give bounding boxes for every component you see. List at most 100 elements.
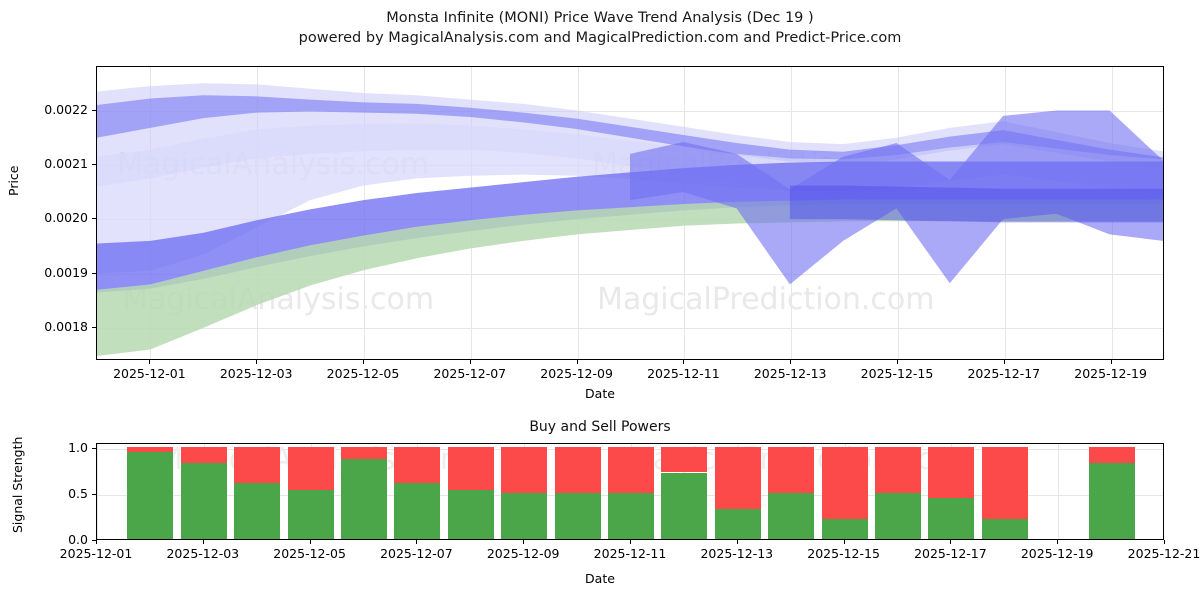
gridline: [97, 273, 1163, 275]
power-chart-title: Buy and Sell Powers: [529, 419, 671, 435]
price-wave-bands: [97, 83, 1163, 357]
power-bar[interactable]: [127, 446, 174, 539]
power-bar[interactable]: [447, 446, 494, 539]
power-bar[interactable]: [928, 446, 975, 539]
y-tick-label: 1.0: [68, 439, 88, 455]
sell-power-segment: [1088, 446, 1135, 464]
sell-power-segment: [287, 446, 334, 491]
y-tick-label: 0.5: [68, 485, 88, 501]
x-tickmark: [683, 360, 685, 364]
y-tick-label: 0.0018: [44, 319, 88, 335]
y-tickmark: [92, 109, 96, 111]
x-tickmark: [96, 540, 97, 544]
buy-power-segment: [501, 492, 548, 539]
x-tickmark: [576, 360, 578, 364]
x-tick-label: 2025-12-09: [486, 546, 560, 561]
x-tick-label: 2025-12-15: [807, 546, 880, 561]
sell-power-segment: [981, 446, 1028, 519]
price-x-axis-label: Date: [585, 386, 615, 401]
page-subtitle: powered by MagicalAnalysis.com and Magic…: [298, 30, 902, 46]
x-tickmark: [843, 540, 845, 544]
price-y-axis-label: Price: [6, 165, 21, 197]
gridline: [97, 444, 98, 539]
x-tick-label: 2025-12-19: [1020, 546, 1094, 561]
power-bar[interactable]: [287, 446, 334, 539]
power-bar[interactable]: [234, 446, 281, 539]
power-bar[interactable]: [661, 446, 708, 539]
y-tickmark: [92, 218, 96, 220]
y-tickmark: [92, 447, 96, 449]
buy-power-segment: [287, 490, 334, 539]
sell-power-segment: [608, 446, 654, 493]
buy-power-segment: [714, 509, 761, 539]
buy-power-segment: [447, 490, 494, 539]
x-tickmark: [469, 360, 471, 364]
y-tickmark: [92, 493, 96, 495]
power-bar[interactable]: [341, 446, 387, 539]
y-tickmark: [92, 272, 96, 274]
x-tick-label: 2025-12-07: [433, 366, 507, 381]
y-tick-label: 0.0: [68, 532, 88, 547]
power-bar[interactable]: [554, 446, 601, 539]
x-tick-label: 2025-12-01: [59, 546, 133, 561]
x-tickmark: [950, 540, 952, 544]
x-tick-label: 2025-12-19: [1074, 366, 1147, 381]
gridline: [1058, 444, 1060, 539]
x-tickmark: [523, 540, 525, 544]
sell-power-segment: [180, 446, 227, 464]
power-bar[interactable]: [180, 446, 227, 539]
x-tickmark: [202, 540, 204, 544]
x-tickmark: [149, 360, 151, 364]
power-bar[interactable]: [394, 446, 441, 539]
power-bar[interactable]: [981, 446, 1028, 539]
x-tickmark: [1110, 360, 1112, 364]
buy-power-segment: [180, 463, 227, 539]
sell-power-segment: [394, 446, 441, 483]
power-bar[interactable]: [501, 446, 548, 539]
sell-power-segment: [768, 446, 815, 493]
x-tick-label: 2025-12-11: [647, 366, 720, 381]
buy-power-segment: [127, 452, 174, 539]
x-tickmark: [256, 360, 258, 364]
x-tick-label: 2025-12-03: [219, 366, 293, 381]
sell-power-segment: [928, 446, 975, 499]
y-tick-label: 0.0021: [44, 156, 88, 171]
x-tick-label: 2025-12-17: [967, 366, 1041, 381]
power-bar[interactable]: [768, 446, 815, 539]
x-tickmark: [736, 540, 738, 544]
x-tickmark: [1057, 540, 1059, 544]
x-tick-label: 2025-12-03: [166, 546, 240, 561]
x-tickmark: [1164, 540, 1165, 544]
sell-power-segment: [554, 446, 601, 493]
buy-power-segment: [1088, 463, 1135, 539]
x-tick-label: 2025-12-13: [753, 366, 827, 381]
power-bar[interactable]: [714, 446, 761, 539]
power-bar[interactable]: [821, 446, 868, 539]
x-tickmark: [309, 540, 311, 544]
x-tickmark: [790, 360, 792, 364]
power-x-axis-label: Date: [585, 571, 615, 586]
x-tick-label: 2025-12-05: [326, 366, 400, 381]
buy-power-segment: [608, 492, 654, 539]
y-tick-label: 0.0019: [44, 264, 88, 280]
price-chart-axes: MagicalAnalysis.com MagicalPrediction.com…: [96, 66, 1164, 360]
y-tick-label: 0.0022: [44, 101, 88, 117]
gridline: [97, 110, 1163, 112]
y-tick-label: 0.0020: [44, 210, 88, 226]
power-y-axis-label: Signal Strength: [10, 436, 25, 533]
sell-power-segment: [234, 446, 281, 483]
buy-power-segment: [821, 518, 868, 539]
wave-band: [97, 199, 1163, 357]
power-bar[interactable]: [608, 446, 654, 539]
x-tick-label: 2025-12-13: [700, 546, 774, 561]
power-bar[interactable]: [875, 446, 921, 539]
buy-power-segment: [981, 518, 1028, 539]
buy-power-segment: [341, 458, 387, 539]
power-bar[interactable]: [1088, 446, 1135, 539]
buy-power-segment: [394, 482, 441, 539]
x-tick-label: 2025-12-07: [380, 546, 453, 561]
buy-power-segment: [928, 498, 975, 539]
title-block: Monsta Infinite (MONI) Price Wave Trend …: [0, 8, 1200, 48]
